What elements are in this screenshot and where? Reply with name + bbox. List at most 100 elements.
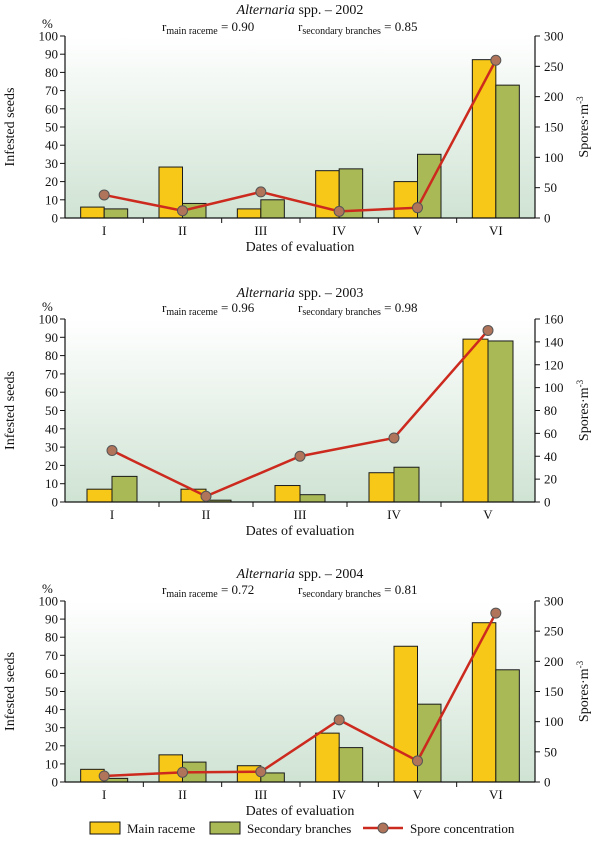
spore-concentration-point <box>106 445 118 457</box>
y-axis-title: Infested seeds <box>3 88 18 167</box>
bar-main-raceme <box>86 488 113 503</box>
bar-main-raceme <box>236 208 262 219</box>
left-tick-label: 80 <box>45 348 58 363</box>
right-tick-label: 100 <box>544 380 564 395</box>
right-tick-label: 250 <box>544 59 564 74</box>
plot-background <box>65 319 535 502</box>
right-tick-label: 150 <box>544 684 564 699</box>
r-secondary-branches-annotation: rsecondary branches = 0.81 <box>298 582 418 600</box>
bar-secondary-branches <box>260 199 285 219</box>
x-tick-label: III <box>254 223 267 238</box>
left-tick-label: 90 <box>45 47 58 62</box>
legend: Main raceme Secondary branches Spore conce… <box>89 821 515 836</box>
left-tick-label: 50 <box>45 684 58 699</box>
bar-main-raceme <box>274 485 301 503</box>
left-tick-label: 60 <box>45 101 58 116</box>
bar-secondary-branches <box>417 703 442 783</box>
right-tick-label: 0 <box>544 495 551 510</box>
bar-secondary-branches <box>495 84 520 219</box>
spore-concentration-point <box>482 324 494 336</box>
right-tick-label: 160 <box>544 312 564 327</box>
left-tick-label: 0 <box>52 211 59 226</box>
bar-secondary-branches <box>393 466 420 503</box>
left-tick-label: 70 <box>45 366 58 381</box>
left-tick-label: 10 <box>45 476 58 491</box>
right-tick-label: 20 <box>544 472 557 487</box>
x-tick-label: V <box>413 223 423 238</box>
bar-secondary-branches <box>111 475 138 503</box>
bar-secondary-branches <box>299 494 326 503</box>
legend-label-main-raceme: Main raceme <box>127 821 195 836</box>
legend-label-spore-concentration: Spore concentration <box>410 821 515 836</box>
spore-concentration-point <box>255 766 267 778</box>
right-tick-label: 100 <box>544 150 564 165</box>
spore-concentration-point <box>490 607 502 619</box>
spore-concentration-point <box>177 766 188 778</box>
right-tick-label: 60 <box>544 426 557 441</box>
spore-concentration-point <box>412 755 423 767</box>
chart-title: Alternaria spp. – 2004 <box>236 567 364 582</box>
spore-concentration-point <box>255 186 267 198</box>
legend-swatch-spore-marker <box>377 822 389 834</box>
spore-concentration-point <box>200 490 212 502</box>
right-tick-label: 300 <box>544 594 564 609</box>
left-tick-label: 60 <box>45 385 58 400</box>
left-tick-label: 0 <box>52 495 59 510</box>
r-secondary-branches-annotation: rsecondary branches = 0.98 <box>298 300 418 318</box>
left-axis-unit: % <box>42 16 53 31</box>
bar-secondary-branches <box>338 747 364 783</box>
r-main-raceme-annotation: rmain raceme = 0.96 <box>162 300 255 318</box>
left-tick-label: 40 <box>45 702 58 717</box>
bar-main-raceme <box>315 732 340 783</box>
bar-main-raceme <box>368 472 395 503</box>
right-tick-label: 0 <box>544 775 551 790</box>
x-tick-label: IV <box>332 787 346 802</box>
legend-swatch-main-raceme <box>89 821 121 835</box>
x-tick-label: IV <box>387 507 401 522</box>
x-tick-label: VI <box>489 787 503 802</box>
left-tick-label: 80 <box>45 65 58 80</box>
left-tick-label: 70 <box>45 648 58 663</box>
right-tick-label: 150 <box>544 120 564 135</box>
right-tick-label: 40 <box>544 449 557 464</box>
left-axis-unit: % <box>42 299 53 314</box>
x-tick-label: I <box>102 787 106 802</box>
left-tick-label: 100 <box>39 312 59 327</box>
right-tick-label: 140 <box>544 334 564 349</box>
r-main-raceme-annotation: rmain raceme = 0.90 <box>162 19 254 37</box>
left-tick-label: 20 <box>45 174 58 189</box>
right-tick-label: 100 <box>544 714 564 729</box>
x-tick-label: III <box>254 787 267 802</box>
x-tick-label: I <box>110 507 114 522</box>
right-tick-label: 200 <box>544 654 564 669</box>
x-tick-label: IV <box>332 223 346 238</box>
left-tick-label: 90 <box>45 612 58 627</box>
spore-concentration-point <box>333 205 345 217</box>
left-tick-label: 100 <box>39 29 59 44</box>
y-axis-title: Infested seeds <box>3 371 18 450</box>
left-tick-label: 30 <box>45 720 58 735</box>
plot-background <box>65 36 535 218</box>
x-axis-title: Dates of evaluation <box>246 524 355 539</box>
right-tick-label: 80 <box>544 403 557 418</box>
left-tick-label: 10 <box>45 756 58 771</box>
x-tick-label: II <box>178 787 187 802</box>
right-tick-label: 120 <box>544 357 564 372</box>
spore-concentration-point <box>177 205 188 217</box>
spore-concentration-point <box>294 450 306 462</box>
left-tick-label: 30 <box>45 156 58 171</box>
x-axis-title: Dates of evaluation <box>246 804 355 819</box>
bar-main-raceme <box>471 622 497 783</box>
bar-main-raceme <box>393 181 418 219</box>
x-axis-title: Dates of evaluation <box>246 240 355 255</box>
y2-axis-title: Spores·m-3 <box>575 96 592 158</box>
bar-main-raceme <box>80 206 105 219</box>
spore-concentration-point <box>98 770 110 782</box>
left-tick-label: 40 <box>45 421 58 436</box>
left-tick-label: 50 <box>45 403 58 418</box>
